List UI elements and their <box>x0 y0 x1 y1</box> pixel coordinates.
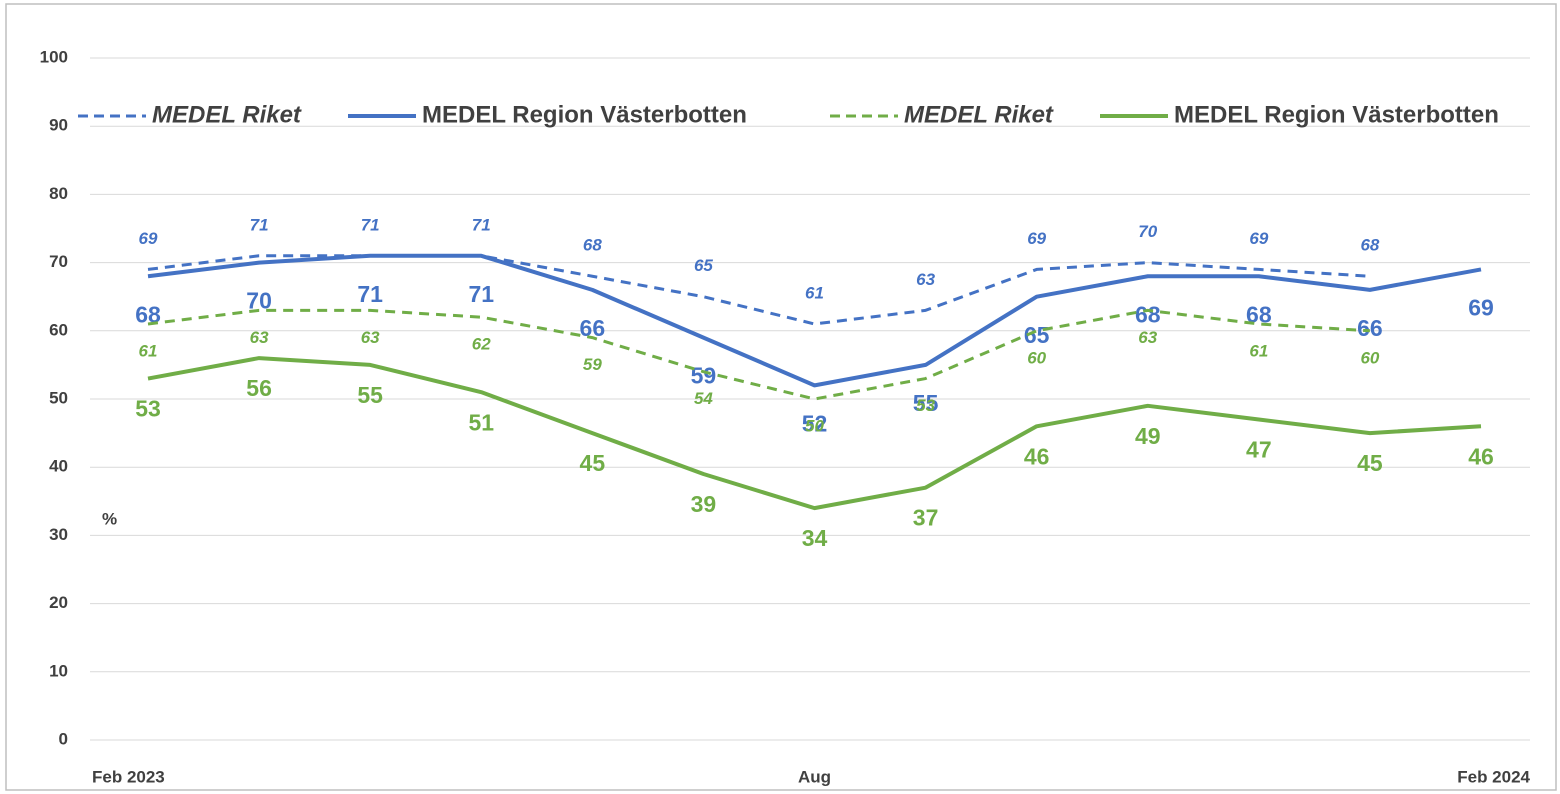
data-label: 69 <box>1468 294 1494 320</box>
data-label: 49 <box>1135 423 1161 449</box>
data-label: 61 <box>805 283 824 302</box>
series-line <box>147 356 1482 511</box>
y-tick-label: 20 <box>49 593 68 612</box>
data-label: 59 <box>583 355 602 374</box>
data-label: 45 <box>1357 450 1383 476</box>
y-tick-label: 40 <box>49 457 68 476</box>
data-label: 39 <box>691 491 717 517</box>
y-tick-label: 90 <box>49 116 68 135</box>
data-label: 37 <box>913 505 939 531</box>
data-label: 45 <box>580 450 606 476</box>
data-label: 46 <box>1468 443 1494 469</box>
data-label: 69 <box>139 229 158 248</box>
data-label: 68 <box>1135 301 1161 327</box>
y-tick-label: 100 <box>40 47 68 66</box>
data-label: 69 <box>1249 229 1268 248</box>
data-label: 63 <box>1138 328 1157 347</box>
x-tick-label: Feb 2024 <box>1457 767 1530 786</box>
series-line <box>147 253 1482 388</box>
legend-label: MEDEL Region Västerbotten <box>422 101 747 128</box>
data-label: 54 <box>694 389 713 408</box>
data-label: 53 <box>135 396 161 422</box>
data-label: 53 <box>916 396 935 415</box>
data-label: 71 <box>250 215 269 234</box>
data-label: 70 <box>1138 222 1157 241</box>
y-tick-label: 0 <box>59 729 68 748</box>
y-axis-label: % <box>102 509 117 528</box>
data-label: 68 <box>583 236 602 255</box>
chart-frame <box>5 3 1557 791</box>
data-label: 55 <box>357 382 383 408</box>
data-label: 71 <box>357 281 383 307</box>
y-tick-label: 60 <box>49 320 68 339</box>
data-label: 56 <box>246 375 272 401</box>
data-label: 51 <box>468 409 494 435</box>
x-tick-label: Feb 2023 <box>92 767 165 786</box>
y-tick-label: 70 <box>49 252 68 271</box>
y-tick-label: 10 <box>49 661 68 680</box>
x-tick-label: Aug <box>798 767 831 786</box>
data-label: 68 <box>1360 236 1379 255</box>
legend-label: MEDEL Region Västerbotten <box>1174 101 1499 128</box>
legend-label: MEDEL Riket <box>904 101 1054 128</box>
data-label: 47 <box>1246 437 1272 463</box>
data-label: 63 <box>361 328 380 347</box>
data-label: 55 <box>913 390 939 416</box>
y-tick-label: 30 <box>49 525 68 544</box>
data-label: 52 <box>802 410 828 436</box>
data-label: 60 <box>1027 348 1046 367</box>
y-tick-label: 80 <box>49 184 68 203</box>
series-line <box>147 308 1371 401</box>
data-label: 60 <box>1360 348 1379 367</box>
data-label: 71 <box>472 215 491 234</box>
data-label: 71 <box>361 215 380 234</box>
data-label: 50 <box>805 416 824 435</box>
data-label: 63 <box>916 270 935 289</box>
data-label: 34 <box>802 525 828 551</box>
data-label: 61 <box>139 341 158 360</box>
data-label: 69 <box>1027 229 1046 248</box>
data-label: 66 <box>1357 315 1383 341</box>
data-label: 61 <box>1249 341 1268 360</box>
data-label: 59 <box>691 363 717 389</box>
data-label: 46 <box>1024 443 1050 469</box>
legend-label: MEDEL Riket <box>152 101 302 128</box>
data-label: 63 <box>250 328 269 347</box>
data-label: 71 <box>468 281 494 307</box>
data-label: 62 <box>472 335 491 354</box>
y-tick-label: 50 <box>49 388 68 407</box>
data-label: 65 <box>694 256 713 275</box>
